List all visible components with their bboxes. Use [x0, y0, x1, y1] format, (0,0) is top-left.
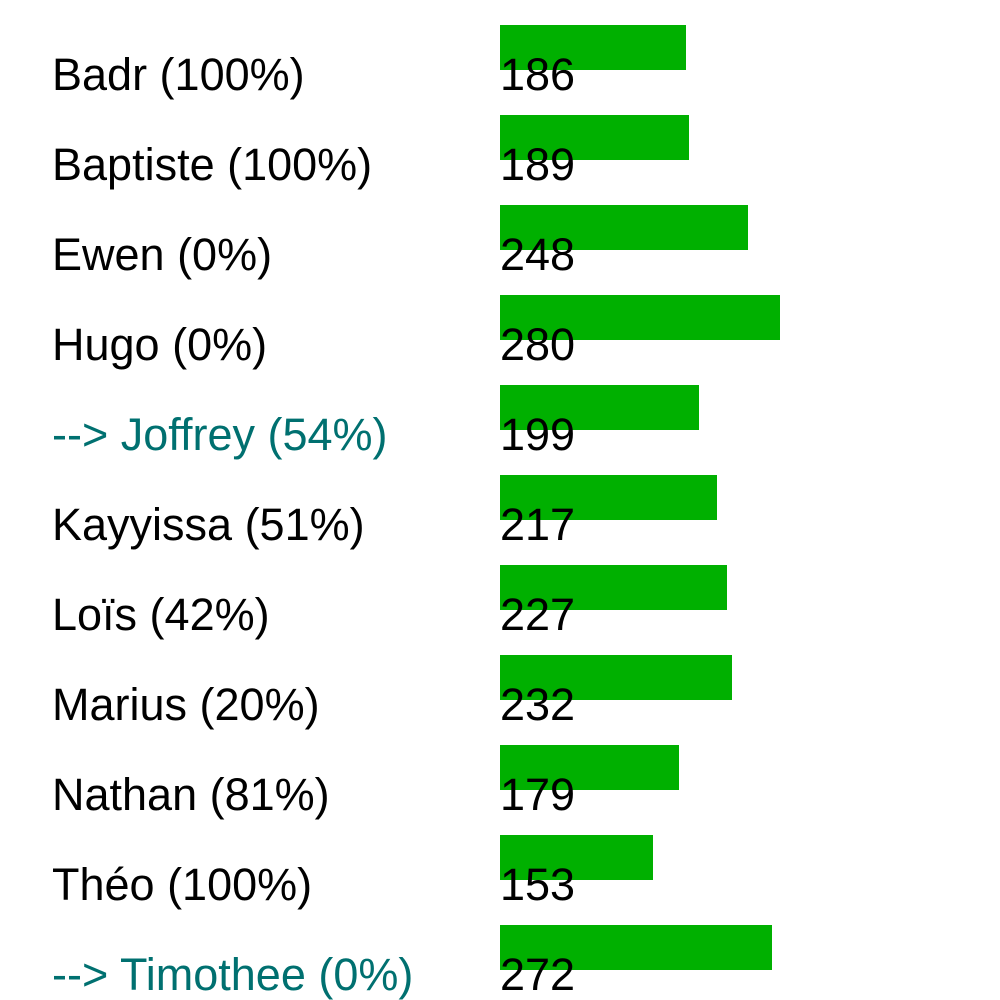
- bar: [500, 115, 689, 160]
- chart-row: Badr (100%) 186: [52, 25, 686, 100]
- bar-value-label: 153: [500, 859, 575, 910]
- bar: [500, 925, 772, 970]
- bar: [500, 25, 686, 70]
- chart-rows: Badr (100%) 186 Baptiste (100%) 189 Ewen (0%…: [52, 25, 780, 1000]
- bar: [500, 205, 748, 250]
- bar-value-label: 199: [500, 409, 575, 460]
- row-label: Marius (20%): [52, 679, 320, 730]
- bar-value-label: 272: [500, 949, 575, 1000]
- bar: [500, 745, 679, 790]
- row-label: Nathan (81%): [52, 769, 330, 820]
- chart-row: --> Timothee (0%) 272: [52, 925, 772, 1000]
- bar: [500, 295, 780, 340]
- chart-row: Marius (20%) 232: [52, 655, 732, 730]
- chart-row: Baptiste (100%) 189: [52, 115, 689, 190]
- row-label: Kayyissa (51%): [52, 499, 365, 550]
- chart-row: Kayyissa (51%) 217: [52, 475, 717, 550]
- bar-value-label: 280: [500, 319, 575, 370]
- row-label: Badr (100%): [52, 49, 305, 100]
- chart-row: Ewen (0%) 248: [52, 205, 748, 280]
- row-label: Ewen (0%): [52, 229, 272, 280]
- row-label: --> Timothee (0%): [52, 949, 413, 1000]
- chart-row: Hugo (0%) 280: [52, 295, 780, 370]
- bar-value-label: 217: [500, 499, 575, 550]
- bar-value-label: 189: [500, 139, 575, 190]
- row-label: Théo (100%): [52, 859, 312, 910]
- row-label: Loïs (42%): [52, 589, 270, 640]
- bar: [500, 835, 653, 880]
- bar-value-label: 232: [500, 679, 575, 730]
- chart-row: --> Joffrey (54%) 199: [52, 385, 699, 460]
- bar-value-label: 179: [500, 769, 575, 820]
- bar-value-label: 248: [500, 229, 575, 280]
- chart-row: Loïs (42%) 227: [52, 565, 727, 640]
- chart-row: Théo (100%) 153: [52, 835, 653, 910]
- row-label: Baptiste (100%): [52, 139, 372, 190]
- bar-value-label: 227: [500, 589, 575, 640]
- bar: [500, 475, 717, 520]
- bar: [500, 565, 727, 610]
- chart-row: Nathan (81%) 179: [52, 745, 679, 820]
- row-label: Hugo (0%): [52, 319, 267, 370]
- bar: [500, 385, 699, 430]
- bar-value-label: 186: [500, 49, 575, 100]
- bar: [500, 655, 732, 700]
- row-label: --> Joffrey (54%): [52, 409, 388, 460]
